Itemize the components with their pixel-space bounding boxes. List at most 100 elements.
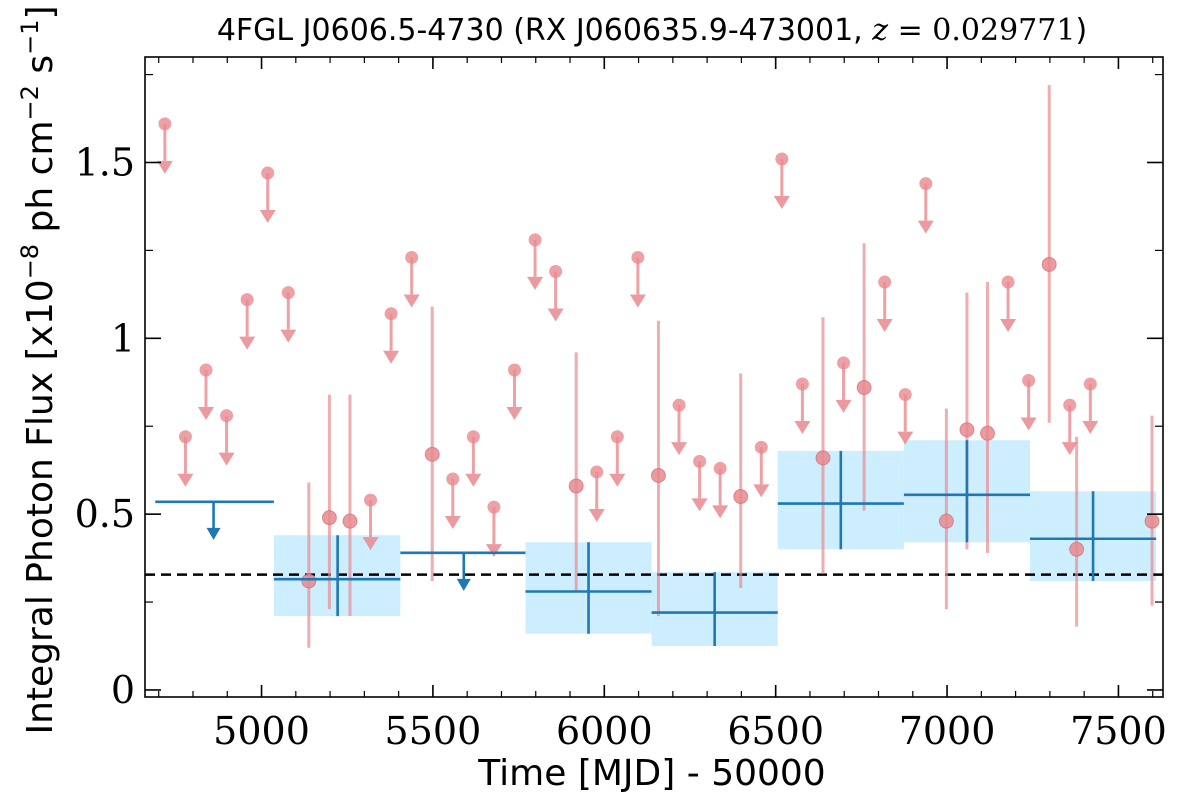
upper-limit-arrow <box>547 308 564 322</box>
x-axis-title: Time [MJD] - 50000 <box>477 753 825 794</box>
upper-limit-arrow <box>609 473 626 487</box>
detection-marker <box>815 450 831 466</box>
upper-limit-arrow <box>712 505 729 519</box>
upper-limit-marker <box>590 465 604 479</box>
upper-limit-arrow <box>403 294 420 308</box>
upper-limit-arrow <box>835 399 852 413</box>
upper-limit-marker <box>795 377 809 391</box>
y-tick-label: 0 <box>111 668 135 712</box>
y-tick-label: 1 <box>111 316 135 360</box>
upper-limit-marker <box>775 152 789 166</box>
long-bin-points <box>155 440 1157 647</box>
upper-limit-marker <box>281 286 295 300</box>
chart-title: 4FGL J0606.5-4730 (RX J060635.9-473001, … <box>217 13 1087 48</box>
detection-marker <box>650 467 666 483</box>
upper-limit-arrow <box>485 544 502 558</box>
upper-limit-marker <box>919 177 933 191</box>
upper-limit-arrow <box>383 350 400 364</box>
ylabel-mid: ph cm <box>20 120 61 243</box>
upper-limit-arrow <box>239 336 256 350</box>
upper-limit-marker <box>158 117 172 131</box>
upper-limit-arrow <box>753 484 770 498</box>
y-axis-title: Integral Photon Flux [x10−8 ph cm−2 s−1] <box>16 5 61 734</box>
detection-marker <box>1144 513 1160 529</box>
upper-limit-arrow <box>362 537 379 551</box>
title-close: ) <box>1075 13 1087 48</box>
upper-limit-arrow <box>1000 319 1017 333</box>
detection-marker <box>938 513 954 529</box>
detection-marker <box>568 478 584 494</box>
ylabel-post: ] <box>20 5 61 19</box>
axis-ticks <box>145 57 1163 697</box>
long-upper-limit-arrow <box>206 527 221 540</box>
upper-limit-arrow <box>691 498 708 512</box>
upper-limit-marker <box>878 275 892 289</box>
plot-frame <box>144 56 1164 698</box>
upper-limit-arrow <box>444 515 461 529</box>
upper-limit-marker <box>199 363 213 377</box>
upper-limit-arrow <box>280 329 297 343</box>
upper-limit-arrow <box>794 421 811 435</box>
upper-limit-arrow <box>671 442 688 456</box>
upper-limit-marker <box>446 472 460 486</box>
ylabel-mid2: s <box>20 55 61 85</box>
ylabel-pre: Integral Photon Flux [x10 <box>20 279 61 734</box>
upper-limit-marker <box>466 430 480 444</box>
upper-limit-marker <box>754 440 768 454</box>
upper-limit-arrow <box>465 473 482 487</box>
x-tick-label: 7500 <box>1070 709 1167 753</box>
detection-marker <box>959 422 975 438</box>
upper-limit-arrow <box>527 276 544 290</box>
upper-limit-marker <box>610 430 624 444</box>
upper-limit-arrow <box>917 220 934 234</box>
upper-limit-marker <box>364 493 378 507</box>
upper-limit-marker <box>487 500 501 514</box>
upper-limit-arrow <box>198 406 215 420</box>
upper-limit-marker <box>898 388 912 402</box>
detection-marker <box>342 513 358 529</box>
upper-limit-arrow <box>588 508 605 522</box>
upper-limit-marker <box>631 250 645 264</box>
detection-marker <box>1069 541 1085 557</box>
upper-limit-arrow <box>156 160 173 174</box>
x-tick-label: 7000 <box>899 709 996 753</box>
axis-tick-labels: 5000 5500 6000 6500 7000 7500 0 0.5 1 1.5 <box>75 140 1167 753</box>
ylabel-exp3: −1 <box>16 20 44 55</box>
upper-limit-marker <box>1022 374 1036 388</box>
upper-limit-marker <box>713 461 727 475</box>
y-tick-label: 0.5 <box>75 492 135 536</box>
upper-limit-marker <box>528 233 542 247</box>
ylabel-exp2: −2 <box>16 85 44 120</box>
detection-marker <box>424 446 440 462</box>
detection-marker <box>1041 256 1057 272</box>
upper-limit-arrow <box>218 452 235 466</box>
y-tick-label: 1.5 <box>75 140 135 184</box>
x-tick-label: 6000 <box>556 709 653 753</box>
upper-limit-arrow <box>629 294 646 308</box>
detection-marker <box>733 489 749 505</box>
x-tick-label: 5000 <box>213 709 310 753</box>
upper-limit-arrow <box>897 431 914 445</box>
upper-limit-marker <box>693 454 707 468</box>
upper-limit-marker <box>1063 398 1077 412</box>
title-z-value: 0.029771 <box>932 13 1075 48</box>
upper-limit-arrow <box>177 473 194 487</box>
x-tick-label: 5500 <box>385 709 482 753</box>
upper-limit-arrow <box>773 195 790 209</box>
upper-limit-arrow <box>506 406 523 420</box>
title-z-symbol: z <box>871 13 888 48</box>
upper-limit-marker <box>549 265 563 279</box>
upper-limit-arrow <box>1020 417 1037 431</box>
upper-limit-marker <box>261 166 275 180</box>
upper-limit-marker <box>507 363 521 377</box>
upper-limit-marker <box>220 409 234 423</box>
upper-limit-marker <box>240 293 254 307</box>
x-tick-label: 6500 <box>727 709 824 753</box>
upper-limit-arrow <box>1082 421 1099 435</box>
upper-limit-marker <box>837 356 851 370</box>
upper-limit-arrow <box>1061 442 1078 456</box>
upper-limit-marker <box>1083 377 1097 391</box>
detection-marker <box>321 510 337 526</box>
upper-limit-marker <box>672 398 686 412</box>
